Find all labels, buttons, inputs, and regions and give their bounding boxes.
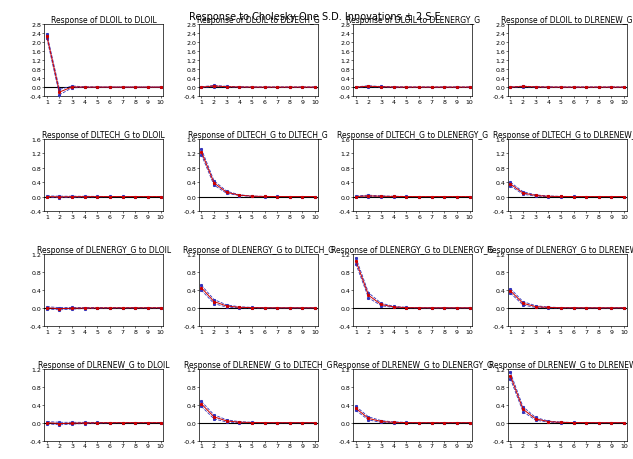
Title: Response of DLENERGY_G to DLENERGY_G: Response of DLENERGY_G to DLENERGY_G [332, 246, 494, 254]
Title: Response of DLRENEW_G to DLOIL: Response of DLRENEW_G to DLOIL [38, 360, 170, 369]
Title: Response of DLRENEW_G to DLRENEW_G: Response of DLRENEW_G to DLRENEW_G [489, 360, 633, 369]
Title: Response of DLTECH_G to DLRENEW_G: Response of DLTECH_G to DLRENEW_G [493, 131, 633, 140]
Text: Response to Cholesky One S.D. Innovations ± 2 S.E.: Response to Cholesky One S.D. Innovation… [189, 11, 444, 22]
Title: Response of DLRENEW_G to DLTECH_G: Response of DLRENEW_G to DLTECH_G [184, 360, 332, 369]
Title: Response of DLENERGY_G to DLTECH_G: Response of DLENERGY_G to DLTECH_G [183, 246, 334, 254]
Title: Response of DLTECH_G to DLENERGY_G: Response of DLTECH_G to DLENERGY_G [337, 131, 488, 140]
Title: Response of DLRENEW_G to DLENERGY_G: Response of DLRENEW_G to DLENERGY_G [333, 360, 492, 369]
Title: Response of DLOIL to DLTECH_G: Response of DLOIL to DLTECH_G [197, 16, 320, 25]
Title: Response of DLOIL to DLENERGY_G: Response of DLOIL to DLENERGY_G [346, 16, 480, 25]
Title: Response of DLENERGY_G to DLOIL: Response of DLENERGY_G to DLOIL [37, 246, 171, 254]
Title: Response of DLENERGY_G to DLRENEW_G: Response of DLENERGY_G to DLRENEW_G [487, 246, 633, 254]
Title: Response of DLTECH_G to DLTECH_G: Response of DLTECH_G to DLTECH_G [189, 131, 328, 140]
Title: Response of DLTECH_G to DLOIL: Response of DLTECH_G to DLOIL [42, 131, 165, 140]
Title: Response of DLOIL to DLRENEW_G: Response of DLOIL to DLRENEW_G [501, 16, 633, 25]
Title: Response of DLOIL to DLOIL: Response of DLOIL to DLOIL [51, 16, 156, 25]
